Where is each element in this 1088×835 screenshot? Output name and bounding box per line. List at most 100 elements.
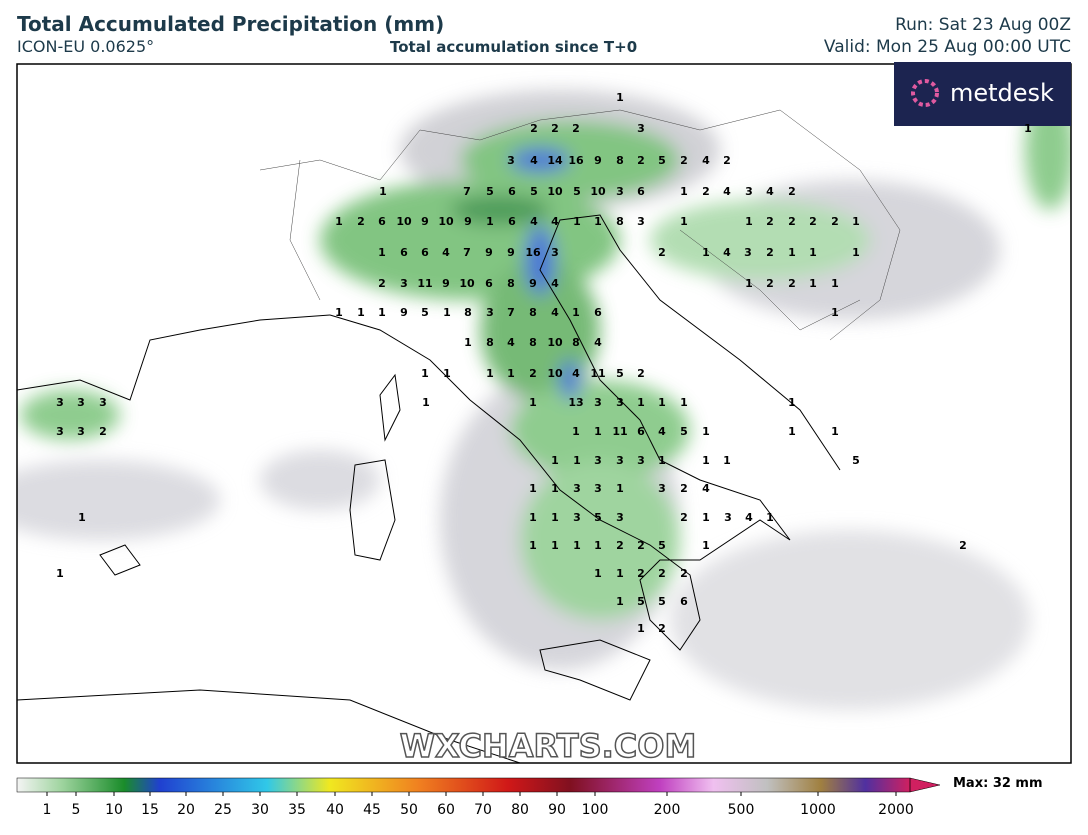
map-value: 4 xyxy=(766,185,774,198)
map-value: 9 xyxy=(400,306,408,319)
map-value: 4 xyxy=(702,154,710,167)
map-value: 1 xyxy=(702,425,710,438)
map-value: 4 xyxy=(745,511,753,524)
map-value: 4 xyxy=(594,336,602,349)
map-value: 5 xyxy=(658,595,666,608)
map-value: 6 xyxy=(421,246,429,259)
map-value: 1 xyxy=(573,539,581,552)
map-value: 9 xyxy=(464,215,472,228)
map-value: 2 xyxy=(551,122,559,135)
map-value: 7 xyxy=(463,246,471,259)
map-value: 1 xyxy=(788,396,796,409)
map-value: 1 xyxy=(551,511,559,524)
map-value: 1 xyxy=(422,396,430,409)
map-value: 1 xyxy=(745,215,753,228)
map-value: 8 xyxy=(507,277,515,290)
colorbar-label: 5 xyxy=(72,802,81,818)
colorbar-label: 1 xyxy=(43,802,52,818)
map-value: 3 xyxy=(658,482,666,495)
colorbar-label: 80 xyxy=(511,802,529,818)
map-value: 1 xyxy=(1024,122,1032,135)
map-value: 6 xyxy=(637,185,645,198)
colorbar-label: 20 xyxy=(177,802,195,818)
map-value: 9 xyxy=(507,246,515,259)
map-value: 2 xyxy=(702,185,710,198)
map-value: 6 xyxy=(680,595,688,608)
colorbar-label: 500 xyxy=(728,802,755,818)
colorbar-label: 2000 xyxy=(878,802,914,818)
map-value: 3 xyxy=(616,454,624,467)
map-value: 2 xyxy=(766,277,774,290)
map-value: 3 xyxy=(56,396,64,409)
map-value: 4 xyxy=(551,277,559,290)
map-value: 3 xyxy=(594,454,602,467)
map-value: 2 xyxy=(357,215,365,228)
map-value: 6 xyxy=(378,215,386,228)
colorbar-label: 200 xyxy=(654,802,681,818)
map-value: 1 xyxy=(852,246,860,259)
map-value: 2 xyxy=(378,277,386,290)
map-value: 1 xyxy=(572,306,580,319)
map-value: 2 xyxy=(530,122,538,135)
map-value: 3 xyxy=(99,396,107,409)
map-value: 1 xyxy=(616,595,624,608)
map-value: 2 xyxy=(788,185,796,198)
map-value: 1 xyxy=(658,396,666,409)
map-value: 8 xyxy=(486,336,494,349)
map-value: 3 xyxy=(637,122,645,135)
map-value: 2 xyxy=(637,539,645,552)
colorbar-label: 30 xyxy=(251,802,269,818)
map-value: 2 xyxy=(831,215,839,228)
map-value: 8 xyxy=(572,336,580,349)
map-value: 1 xyxy=(529,511,537,524)
map-value: 1 xyxy=(421,367,429,380)
map-value: 2 xyxy=(680,154,688,167)
map-value: 3 xyxy=(56,425,64,438)
map-value: 3 xyxy=(594,396,602,409)
map-value: 1 xyxy=(658,454,666,467)
map-value: 3 xyxy=(637,215,645,228)
map-value: 1 xyxy=(572,425,580,438)
map-value: 9 xyxy=(485,246,493,259)
watermark: WXCHARTS.COM xyxy=(400,727,697,765)
map-value: 4 xyxy=(530,154,538,167)
map-value: 2 xyxy=(788,277,796,290)
map-value: 3 xyxy=(507,154,515,167)
map-value: 1 xyxy=(507,367,515,380)
map-value: 5 xyxy=(658,154,666,167)
map-value: 3 xyxy=(77,396,85,409)
map-value: 1 xyxy=(357,306,365,319)
map-value: 5 xyxy=(421,306,429,319)
colorbar-label: 70 xyxy=(474,802,492,818)
map-value: 3 xyxy=(400,277,408,290)
map-value: 1 xyxy=(788,246,796,259)
map-value: 4 xyxy=(723,246,731,259)
map-value: 1 xyxy=(702,511,710,524)
valid: Valid: Mon 25 Aug 00:00 UTC xyxy=(823,37,1071,57)
colorbar-label: 1000 xyxy=(800,802,836,818)
map-value: 2 xyxy=(680,567,688,580)
map-value: 1 xyxy=(443,306,451,319)
map-value: 4 xyxy=(572,367,580,380)
map-value: 1 xyxy=(335,306,343,319)
max-label: Max: 32 mm xyxy=(953,776,1043,791)
colorbar-label: 10 xyxy=(105,802,123,818)
map-value: 1 xyxy=(529,539,537,552)
map-value: 10 xyxy=(459,277,475,290)
map-value: 4 xyxy=(658,425,666,438)
map-value: 2 xyxy=(637,367,645,380)
map-value: 2 xyxy=(959,539,967,552)
map-value: 14 xyxy=(547,154,563,167)
colorbar-label: 60 xyxy=(437,802,455,818)
map-value: 1 xyxy=(378,306,386,319)
map-value: 6 xyxy=(508,185,516,198)
map-value: 9 xyxy=(442,277,450,290)
map-value: 2 xyxy=(766,246,774,259)
map-value: 3 xyxy=(616,185,624,198)
map-value: 6 xyxy=(594,306,602,319)
map-value: 1 xyxy=(616,482,624,495)
map-value: 5 xyxy=(530,185,538,198)
map-value: 8 xyxy=(529,306,537,319)
map-value: 4 xyxy=(507,336,515,349)
map-value: 2 xyxy=(637,567,645,580)
